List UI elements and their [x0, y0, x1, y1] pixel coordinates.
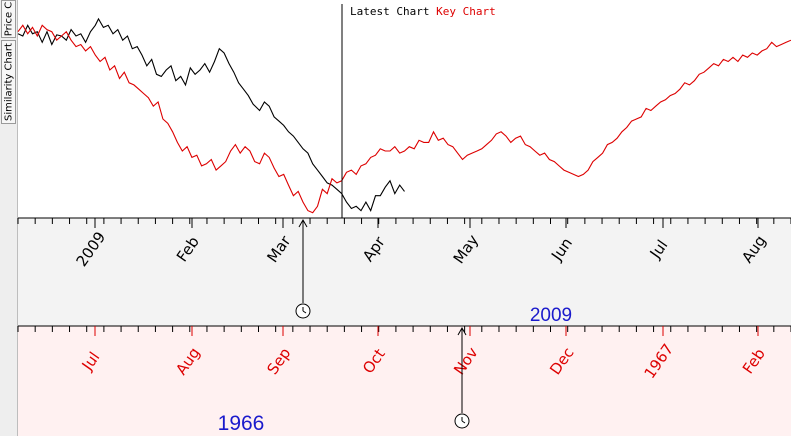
tab-similarity-chart[interactable]: Similarity Chart [1, 40, 16, 124]
key-date-marker [454, 326, 470, 429]
latest-series-line [17, 17, 405, 212]
latest-date-marker [295, 218, 311, 319]
side-tab-strip: Price C Similarity Chart [0, 0, 18, 436]
key-series-line [17, 24, 791, 214]
arrow-up-icon [457, 326, 467, 336]
key-axis-band [18, 326, 791, 436]
latest-year-label: 2009 [530, 305, 572, 326]
clock-icon [454, 413, 470, 429]
legend-key-label: Key Chart [436, 5, 496, 18]
key-year-label: 1966 [218, 412, 265, 435]
clock-hand [302, 310, 307, 314]
latest-axis-band [18, 218, 791, 326]
clock-icon [295, 303, 311, 319]
arrow-up-icon [298, 218, 308, 228]
chart-legend: Latest Chart Key Chart [350, 5, 496, 18]
legend-latest-label: Latest Chart [350, 5, 430, 18]
clock-hand [461, 420, 466, 424]
tab-price-chart[interactable]: Price C [1, 0, 16, 38]
